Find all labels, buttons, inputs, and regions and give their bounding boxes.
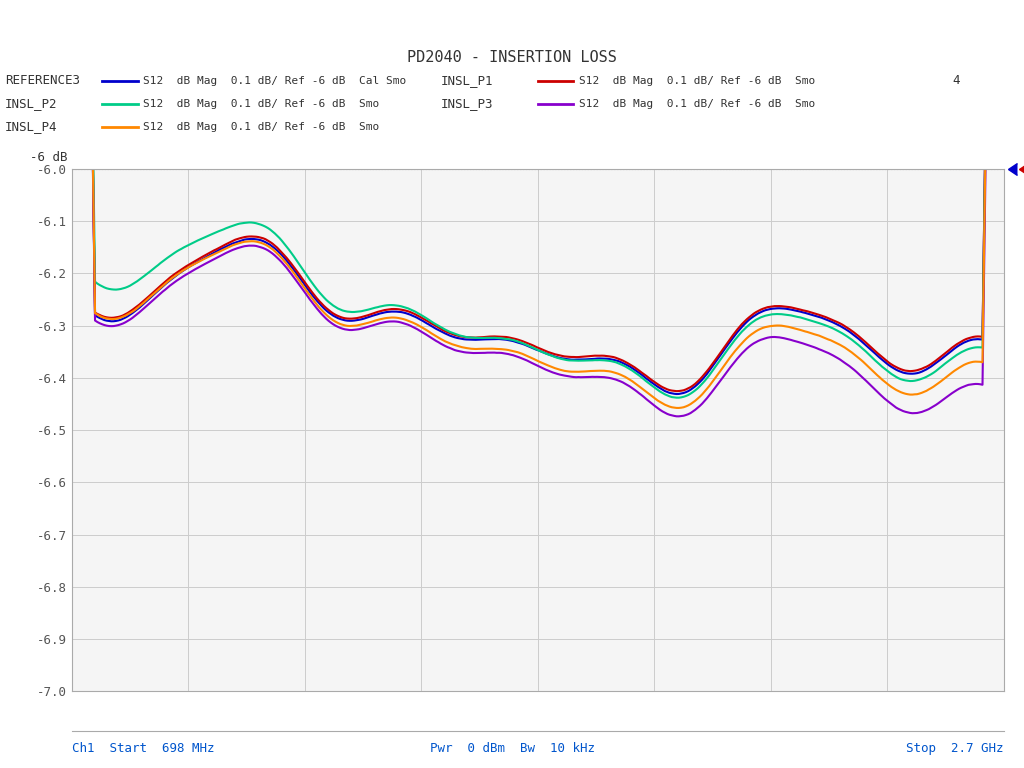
Text: Ch1  Start  698 MHz: Ch1 Start 698 MHz — [72, 743, 214, 755]
Text: 4: 4 — [952, 74, 959, 87]
Text: S12  dB Mag  0.1 dB/ Ref -6 dB  Cal Smo: S12 dB Mag 0.1 dB/ Ref -6 dB Cal Smo — [143, 75, 407, 86]
Text: Pwr  0 dBm  Bw  10 kHz: Pwr 0 dBm Bw 10 kHz — [429, 743, 595, 755]
Text: INSL_P3: INSL_P3 — [440, 98, 493, 110]
Text: S12  dB Mag  0.1 dB/ Ref -6 dB  Smo: S12 dB Mag 0.1 dB/ Ref -6 dB Smo — [579, 75, 815, 86]
Text: S12  dB Mag  0.1 dB/ Ref -6 dB  Smo: S12 dB Mag 0.1 dB/ Ref -6 dB Smo — [579, 98, 815, 109]
Text: REFERENCE3: REFERENCE3 — [5, 74, 80, 87]
Text: PD2040 - INSERTION LOSS: PD2040 - INSERTION LOSS — [408, 50, 616, 65]
Text: -6 dB: -6 dB — [30, 151, 67, 164]
Text: S12  dB Mag  0.1 dB/ Ref -6 dB  Smo: S12 dB Mag 0.1 dB/ Ref -6 dB Smo — [143, 121, 380, 132]
Text: INSL_P4: INSL_P4 — [5, 121, 57, 133]
Text: S12  dB Mag  0.1 dB/ Ref -6 dB  Smo: S12 dB Mag 0.1 dB/ Ref -6 dB Smo — [143, 98, 380, 109]
Text: INSL_P2: INSL_P2 — [5, 98, 57, 110]
Text: Stop  2.7 GHz: Stop 2.7 GHz — [906, 743, 1004, 755]
Text: INSL_P1: INSL_P1 — [440, 74, 493, 87]
